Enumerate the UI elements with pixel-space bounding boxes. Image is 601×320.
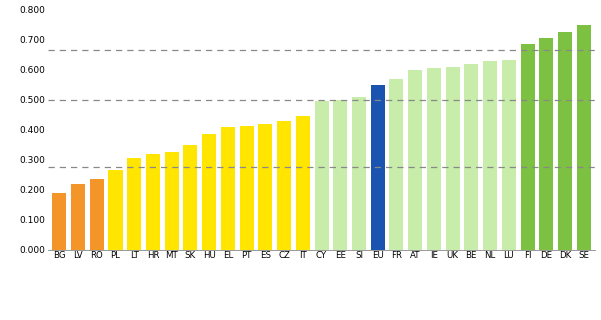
Bar [277,121,291,250]
Bar [165,152,178,250]
Bar [502,60,516,250]
Bar [221,127,235,250]
Bar [520,44,534,250]
Bar [71,184,85,250]
Bar [314,100,329,250]
Bar [52,193,66,250]
Bar [408,70,423,250]
Bar [539,38,554,250]
Bar [371,84,385,250]
Bar [389,79,403,250]
Bar [127,157,141,250]
Bar [483,61,497,250]
Bar [90,179,104,250]
Bar [445,67,460,250]
Bar [258,124,272,250]
Bar [465,64,478,250]
Bar [577,25,591,250]
Bar [183,145,198,250]
Bar [333,100,347,250]
Bar [427,68,441,250]
Bar [352,97,366,250]
Bar [146,154,160,250]
Bar [202,134,216,250]
Bar [109,170,123,250]
Bar [240,126,254,250]
Bar [296,116,310,250]
Bar [558,32,572,250]
